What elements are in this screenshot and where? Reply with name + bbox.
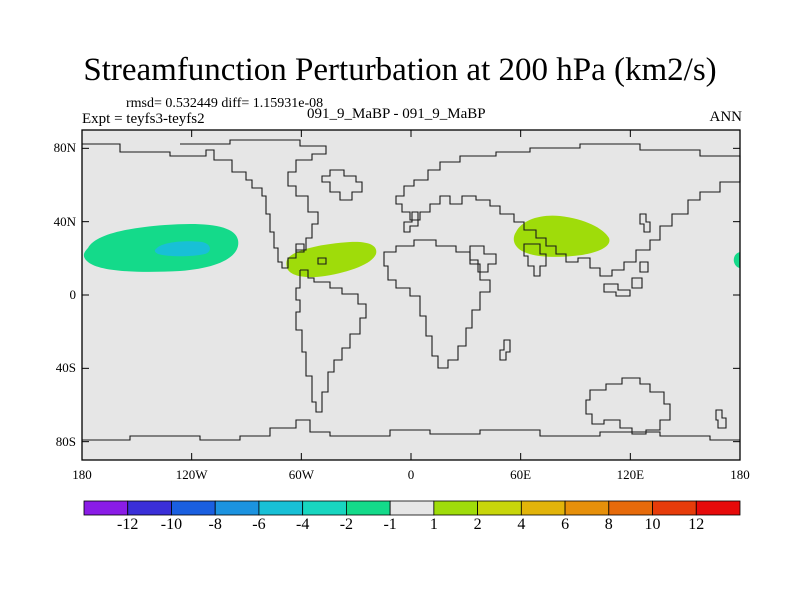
coastline-british-isles bbox=[403, 211, 419, 233]
coastline-india bbox=[523, 243, 547, 277]
colorbar-swatch bbox=[652, 500, 697, 516]
colorbar-swatch bbox=[695, 500, 741, 516]
colorbar-label: 8 bbox=[604, 516, 613, 533]
colorbar-label: 12 bbox=[688, 516, 705, 533]
coastline-japan bbox=[639, 213, 651, 233]
colorbar-swatch bbox=[214, 500, 260, 516]
lat-tick-label: 80N bbox=[53, 140, 76, 156]
colorbar-swatch bbox=[171, 500, 216, 516]
continent-outlines bbox=[82, 139, 741, 441]
coastline-madagascar bbox=[499, 339, 511, 361]
colorbar-swatch bbox=[302, 500, 347, 516]
stats-line: rmsd= 0.532449 diff= 1.15931e-08 bbox=[126, 96, 324, 111]
lon-tick-label: 0 bbox=[407, 467, 415, 482]
colorbar-swatch bbox=[608, 500, 653, 516]
colorbar bbox=[83, 500, 741, 516]
lon-tick-label: 120W bbox=[175, 467, 208, 482]
lon-tick-label: 120E bbox=[616, 467, 645, 482]
colorbar-label: -1 bbox=[383, 516, 397, 533]
colorbar-label: 6 bbox=[561, 516, 570, 533]
comparison-label: 091_9_MaBP - 091_9_MaBP bbox=[307, 106, 486, 122]
coastline-south-america bbox=[295, 269, 367, 413]
colorbar-label: -12 bbox=[117, 516, 139, 533]
anomaly-north-pacific-core bbox=[154, 241, 210, 257]
lat-tick-label: 0 bbox=[69, 287, 77, 302]
colorbar-swatch bbox=[127, 500, 172, 516]
coastline-arabia bbox=[469, 245, 497, 273]
colorbar-label: -4 bbox=[295, 516, 310, 533]
colorbar-swatch bbox=[258, 500, 304, 516]
lon-tick-label: 60E bbox=[510, 467, 532, 482]
coastline-north-america bbox=[82, 139, 327, 269]
coastline-africa bbox=[383, 239, 491, 369]
colorbar-label: -2 bbox=[339, 516, 354, 533]
anomaly-north-atlantic-positive bbox=[286, 241, 377, 278]
plot-title: Streamfunction Perturbation at 200 hPa (… bbox=[83, 52, 717, 88]
coastline-antarctica bbox=[82, 419, 740, 441]
coastline-greenland bbox=[321, 169, 363, 201]
experiment-label: Expt = teyfs3-teyfs2 bbox=[82, 111, 205, 127]
colorbar-label: 10 bbox=[644, 516, 661, 533]
colorbar-swatch bbox=[389, 500, 435, 516]
coastline-eurasia bbox=[395, 143, 741, 277]
colorbar-swatch bbox=[83, 500, 129, 516]
lon-tick-label: 180 bbox=[730, 467, 750, 482]
coastline-australia bbox=[585, 377, 671, 435]
colorbar-swatch bbox=[345, 500, 391, 516]
season-label: ANN bbox=[709, 109, 743, 125]
anomaly-east-edge-negative bbox=[733, 252, 740, 268]
colorbar-swatch bbox=[564, 500, 610, 516]
anomaly-asia-positive bbox=[513, 215, 610, 257]
lon-tick-label: 180 bbox=[72, 467, 92, 482]
colorbar-label: -6 bbox=[252, 516, 266, 533]
map-background bbox=[82, 130, 740, 460]
colorbar-label: -10 bbox=[160, 516, 183, 533]
lat-tick-label: 40S bbox=[55, 360, 76, 376]
lat-tick-label: 80S bbox=[55, 433, 76, 449]
colorbar-label: 4 bbox=[517, 516, 526, 533]
colorbar-label: 1 bbox=[429, 516, 438, 533]
colorbar-swatch bbox=[433, 500, 479, 516]
coastline-caribbean bbox=[295, 243, 327, 265]
lon-tick-label: 60W bbox=[288, 467, 314, 482]
colorbar-label: 2 bbox=[473, 516, 482, 533]
colorbar-swatch bbox=[520, 500, 566, 516]
coastline-maritime-continent bbox=[603, 261, 649, 297]
lat-tick-label: 40N bbox=[53, 213, 76, 229]
colorbar-swatch bbox=[477, 500, 522, 516]
colorbar-label: -8 bbox=[208, 516, 222, 533]
coastline-new-zealand bbox=[715, 409, 727, 429]
axis-ticks bbox=[81, 130, 741, 460]
